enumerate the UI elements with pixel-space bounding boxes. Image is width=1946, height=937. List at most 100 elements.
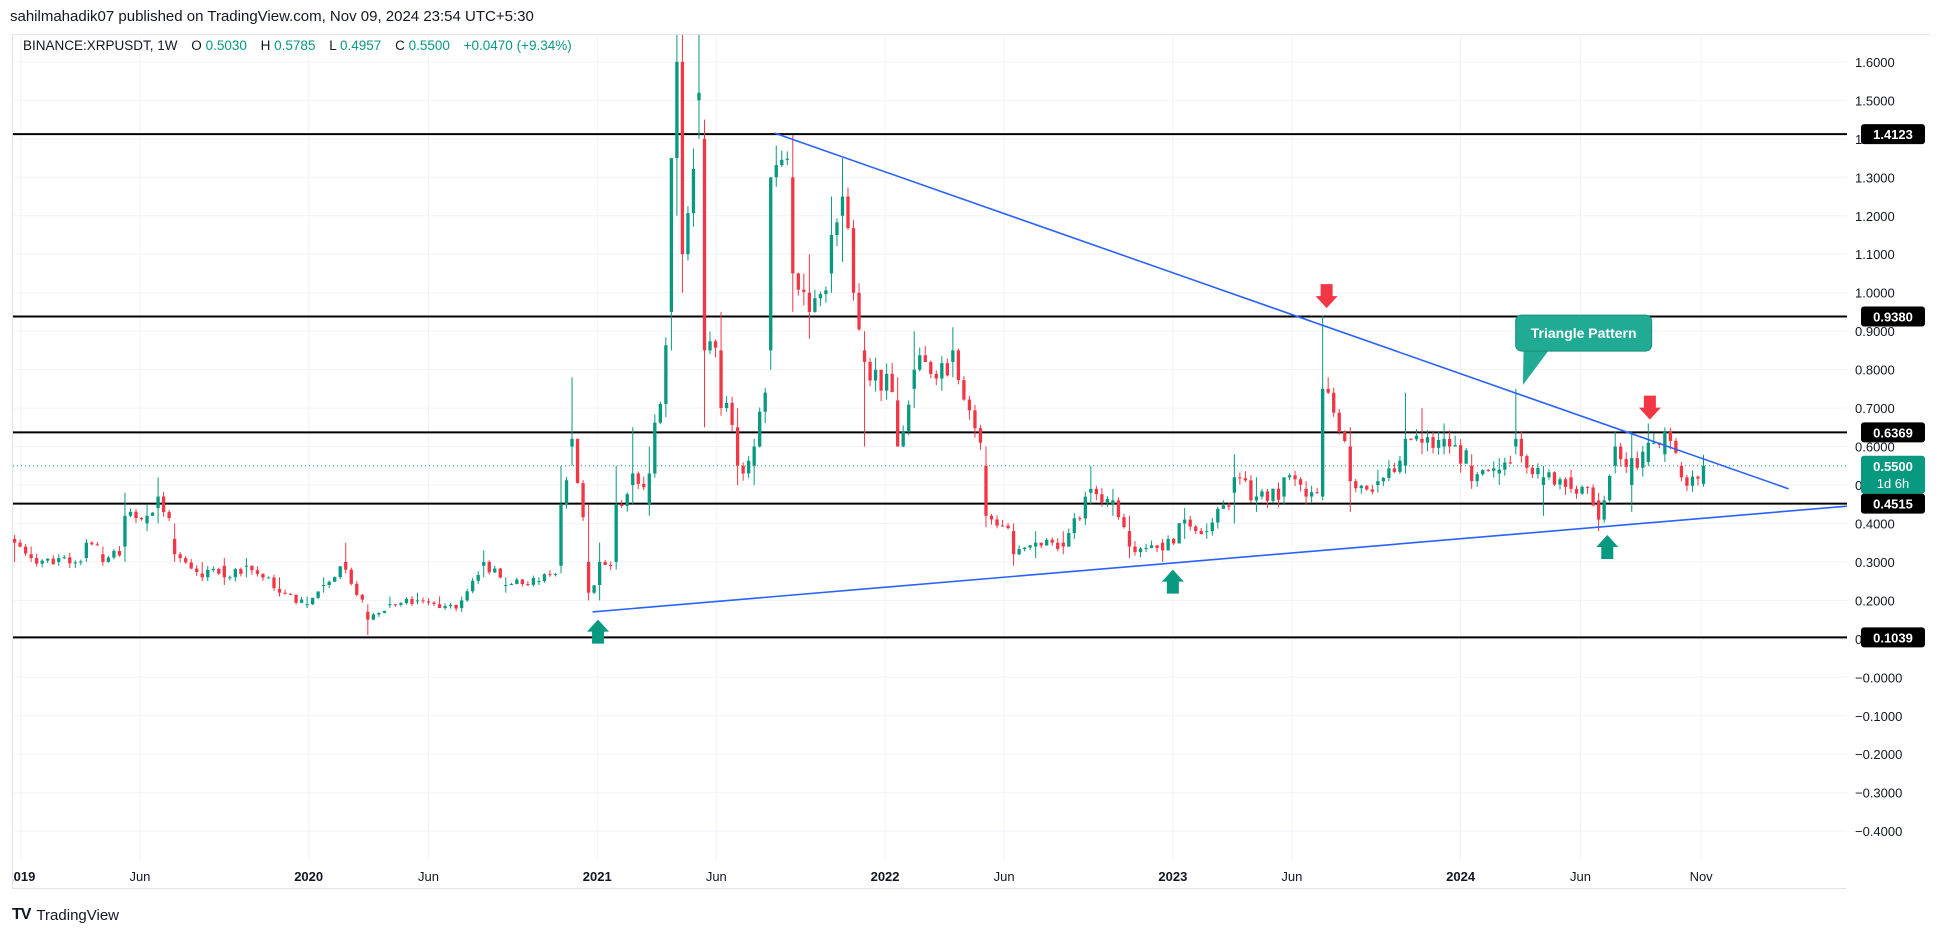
candle-body [222, 565, 226, 578]
candle-body [614, 504, 618, 562]
candle-body [1398, 460, 1402, 472]
candle-body [1116, 500, 1121, 518]
candle-body [896, 400, 900, 447]
y-tick-label: 1.3000 [1855, 170, 1895, 185]
candle-body [73, 562, 77, 564]
candle-body [1056, 542, 1060, 549]
up-arrow-icon [1161, 569, 1184, 594]
candle-body [548, 574, 552, 576]
y-tick-label: 0.9000 [1855, 324, 1895, 339]
candle-body [1094, 488, 1099, 495]
candle-body [846, 196, 850, 229]
candle-body [796, 273, 800, 290]
candle-body [940, 363, 944, 379]
level-price-label: 0.9380 [1873, 310, 1913, 325]
trendlines [592, 132, 1848, 613]
tradingview-logo-icon[interactable]: TV [12, 906, 31, 923]
candle-body [178, 554, 182, 559]
candle-body [1265, 491, 1270, 501]
candle-body [730, 402, 734, 425]
candle-body [239, 569, 243, 574]
candle-body [1685, 477, 1689, 486]
brand-name[interactable]: TradingView [36, 906, 119, 924]
candle-body [1608, 475, 1612, 501]
triangle-pattern-callout[interactable]: Triangle Pattern [1515, 314, 1653, 385]
candle-body [813, 298, 817, 312]
candle-body [1536, 468, 1540, 475]
x-tick-label: Jun [418, 869, 439, 884]
candle-body [1392, 468, 1397, 472]
candle-body [299, 599, 304, 603]
candle-body [636, 473, 640, 484]
symbol-legend: BINANCE:XRPUSDT, 1W O 0.5030 H 0.5785 L … [23, 38, 572, 53]
candle-body [1514, 438, 1518, 447]
candle-body [338, 566, 342, 578]
y-tick-label: 0.6000 [1855, 440, 1895, 455]
level-price-tag [1861, 306, 1925, 327]
candle-body [123, 515, 127, 547]
footer: TV TradingView [12, 906, 119, 924]
candle-body [1227, 505, 1231, 507]
callout-box [1515, 314, 1653, 352]
candle-body [1447, 438, 1452, 447]
candle-body [333, 577, 337, 582]
candle-body [741, 465, 745, 474]
candle-body [272, 577, 276, 589]
y-tick-label: 0.8000 [1855, 363, 1895, 378]
candle-body [504, 585, 508, 586]
level-price-tag [1861, 493, 1925, 514]
price-chart[interactable]: Triangle Pattern 1.60001.50001.40001.300… [13, 35, 1931, 890]
candle-body [1381, 477, 1386, 482]
candle-body [1315, 492, 1319, 494]
candle-body [106, 557, 111, 562]
candle-body [1585, 486, 1590, 488]
candle-body [1580, 486, 1584, 494]
candle-body [266, 577, 271, 579]
candle-body [956, 350, 961, 381]
open-label: O [191, 38, 202, 53]
candle-body [150, 512, 155, 516]
svg-text:BINANCE:XRPUSDT, 1W O: BINANCE:XRPUSDT, 1W O 0.5030 H 0.5785 L … [23, 38, 572, 53]
candle-body [581, 483, 585, 518]
candle-body [250, 565, 254, 571]
y-tick-label: 0.2000 [1855, 593, 1895, 608]
candle-body [1183, 519, 1187, 524]
candle-body [1690, 476, 1695, 486]
trendline-descending-resistance[interactable] [774, 132, 1789, 490]
candle-body [890, 373, 894, 393]
candle-body [746, 460, 751, 474]
candle-body [625, 494, 629, 506]
candle-body [1519, 438, 1524, 457]
candle-body [1122, 517, 1126, 528]
candle-body [255, 570, 260, 574]
candle-body [945, 363, 950, 376]
candle-body [1006, 525, 1010, 529]
last-price-label: 0.5500 [1873, 459, 1913, 474]
time-axis[interactable]: 2019 Jun 2020 Jun 2021 Jun 2022 Jun 2023 Jun 2024 J… [13, 869, 1713, 884]
candle-body [642, 483, 646, 488]
x-tick-label: 2022 [871, 869, 900, 884]
candle-body [537, 581, 541, 583]
candle-body [1436, 439, 1441, 448]
candle-body [1287, 475, 1292, 478]
candle-body [620, 504, 624, 506]
candle-body [189, 562, 193, 569]
candle-body [316, 591, 320, 598]
candle-body [51, 558, 55, 565]
chart-frame[interactable]: Triangle Pattern 1.60001.50001.40001.300… [12, 34, 1931, 890]
candle-body [1309, 492, 1314, 497]
candle-body [780, 159, 784, 166]
candle-body [101, 554, 105, 562]
candle-body [1171, 538, 1176, 544]
candle-body [1530, 467, 1535, 475]
candle-body [1387, 468, 1391, 478]
candle-body [758, 411, 762, 447]
candle-body [1613, 446, 1617, 466]
candle-body [388, 604, 392, 606]
trendline-ascending-support[interactable] [592, 505, 1848, 613]
annotations: Triangle Pattern [587, 284, 1661, 644]
candle-body [1293, 475, 1297, 480]
candle-body [1458, 445, 1463, 464]
price-axis[interactable]: 1.60001.50001.40001.30001.20001.10001.00… [1855, 55, 1925, 839]
candle-body [592, 585, 596, 593]
